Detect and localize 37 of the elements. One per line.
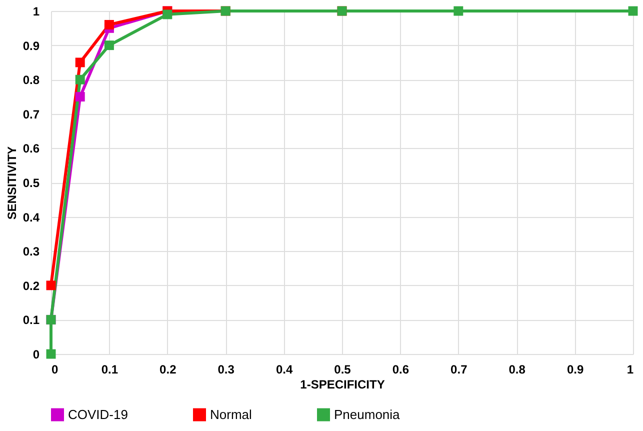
x-tick-label: 0.5 bbox=[334, 362, 352, 376]
point bbox=[46, 280, 56, 290]
legend-label: Normal bbox=[210, 406, 252, 422]
point bbox=[104, 20, 114, 30]
y-tick-label: 1 bbox=[32, 4, 40, 18]
point bbox=[162, 10, 172, 20]
x-tick-label: 0.4 bbox=[276, 362, 293, 376]
x-tick-label: 0.2 bbox=[160, 362, 177, 376]
y-tick-label: 0.4 bbox=[22, 210, 40, 224]
point bbox=[75, 74, 85, 84]
point bbox=[75, 58, 85, 68]
x-axis-title: 1-SPECIFICITY bbox=[300, 378, 385, 392]
point bbox=[46, 349, 56, 359]
point bbox=[628, 6, 638, 16]
x-tick-label: 0.8 bbox=[508, 362, 526, 376]
y-tick-label: 0.1 bbox=[22, 313, 40, 328]
point bbox=[454, 6, 464, 16]
y-tick-label: 0.7 bbox=[22, 107, 40, 122]
x-tick-label: 0.1 bbox=[101, 362, 118, 376]
y-tick-label: 0.2 bbox=[22, 278, 40, 293]
x-tick-label: 0 bbox=[52, 362, 58, 376]
x-tick-label: 0.3 bbox=[218, 362, 235, 376]
y-tick-label: 0.9 bbox=[22, 38, 40, 53]
y-tick-label: 0.3 bbox=[22, 244, 40, 259]
legend-label: COVID-19 bbox=[68, 406, 128, 422]
x-tick-label: 0.7 bbox=[450, 362, 468, 376]
x-tick-label: 1 bbox=[626, 362, 634, 376]
y-tick-label: 0 bbox=[32, 348, 40, 362]
x-tick-label: 0.6 bbox=[392, 362, 410, 376]
legend-label: Pneumonia bbox=[334, 406, 401, 422]
y-tick-label: 0.5 bbox=[22, 176, 40, 190]
point bbox=[75, 92, 85, 102]
point bbox=[104, 40, 114, 50]
y-tick-label: 0.6 bbox=[22, 142, 40, 156]
x-tick-label: 0.9 bbox=[566, 362, 584, 376]
y-tick-label: 0.8 bbox=[22, 73, 40, 88]
y-axis-title: SENSITIVITY bbox=[4, 146, 19, 220]
